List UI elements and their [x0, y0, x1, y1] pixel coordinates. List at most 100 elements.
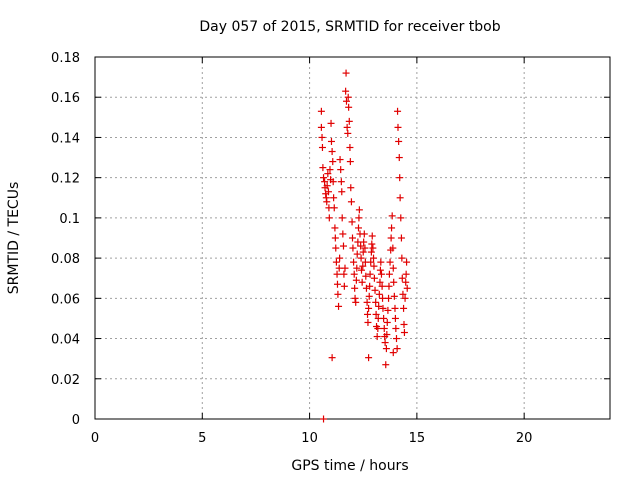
- data-point: [383, 318, 391, 326]
- data-points: [317, 69, 411, 423]
- data-point: [400, 304, 408, 312]
- data-point: [396, 174, 404, 182]
- data-point: [323, 198, 331, 206]
- data-point: [384, 306, 392, 314]
- data-point: [365, 354, 373, 362]
- data-point: [377, 270, 385, 278]
- data-point: [353, 250, 361, 258]
- data-point: [352, 276, 360, 284]
- data-point: [355, 206, 363, 214]
- data-point: [327, 119, 335, 127]
- data-point: [351, 294, 359, 302]
- data-point: [396, 194, 404, 202]
- data-point: [377, 258, 385, 266]
- data-point: [327, 137, 335, 145]
- data-point: [364, 318, 372, 326]
- data-point: [367, 258, 375, 266]
- data-point: [320, 174, 328, 182]
- data-point: [324, 188, 332, 196]
- data-point: [331, 234, 339, 242]
- data-point: [364, 310, 372, 318]
- data-point: [345, 103, 353, 111]
- data-point: [395, 154, 403, 162]
- grid: [95, 57, 610, 419]
- data-point: [388, 212, 396, 220]
- data-point: [359, 262, 367, 270]
- data-point: [387, 234, 395, 242]
- data-point: [323, 182, 331, 190]
- x-tick-label: 15: [409, 431, 426, 446]
- data-point: [339, 242, 347, 250]
- data-point: [402, 278, 410, 286]
- data-point: [385, 270, 393, 278]
- data-point: [342, 87, 350, 95]
- data-point: [317, 123, 325, 131]
- data-point: [328, 354, 336, 362]
- data-point: [393, 345, 401, 353]
- data-point: [401, 294, 409, 302]
- data-point: [369, 244, 377, 252]
- data-point: [390, 292, 398, 300]
- data-point: [382, 361, 390, 369]
- data-point: [375, 290, 383, 298]
- data-point: [349, 234, 356, 242]
- data-point: [342, 69, 350, 77]
- data-point: [397, 234, 405, 242]
- data-point: [366, 270, 374, 278]
- data-point: [402, 270, 410, 278]
- axis-ticks: 0 5 10 15 20 0 0.02 0.04 0.06 0.08 0.1 0.12 0.14 0.16…: [51, 51, 610, 446]
- data-point: [324, 170, 332, 178]
- data-point: [336, 156, 344, 164]
- data-point: [399, 290, 407, 298]
- y-tick-label: 0.08: [51, 252, 80, 267]
- data-point: [362, 272, 370, 280]
- y-tick-label: 0.18: [51, 51, 80, 66]
- data-point: [340, 270, 348, 278]
- y-axis-label: SRMTID / TECUs: [6, 182, 22, 295]
- data-point: [353, 264, 361, 272]
- data-point: [337, 178, 345, 186]
- data-point: [385, 294, 393, 302]
- data-point: [344, 93, 352, 101]
- data-point: [318, 144, 326, 151]
- data-point: [341, 264, 349, 272]
- data-point: [373, 333, 381, 341]
- data-point: [391, 314, 399, 322]
- y-tick-label: 0.1: [59, 212, 80, 227]
- data-point: [355, 224, 363, 232]
- data-point: [346, 144, 354, 151]
- data-point: [343, 123, 351, 131]
- x-tick-label: 20: [516, 431, 533, 446]
- y-tick-label: 0.14: [51, 131, 80, 146]
- data-point: [389, 264, 397, 272]
- data-point: [345, 117, 353, 125]
- y-tick-label: 0.06: [51, 292, 80, 307]
- data-point: [378, 282, 386, 290]
- data-point: [365, 292, 373, 300]
- data-point: [374, 325, 382, 332]
- data-point: [357, 242, 365, 250]
- data-point: [403, 284, 411, 292]
- x-tick-label: 0: [91, 431, 99, 446]
- data-point: [338, 188, 346, 196]
- data-point: [342, 97, 350, 105]
- data-point: [351, 284, 359, 292]
- data-point: [376, 278, 384, 286]
- data-point: [368, 240, 376, 248]
- data-point: [358, 266, 366, 274]
- y-tick-label: 0.16: [51, 91, 80, 106]
- data-point: [368, 232, 376, 240]
- data-point: [395, 137, 403, 145]
- y-tick-label: 0: [72, 413, 80, 428]
- data-point: [370, 262, 378, 270]
- data-point: [318, 133, 326, 141]
- data-point: [357, 254, 365, 262]
- data-point: [332, 244, 340, 252]
- data-point: [335, 302, 343, 310]
- data-point: [355, 214, 363, 222]
- data-point: [370, 274, 378, 282]
- data-point: [379, 294, 387, 302]
- data-point: [372, 310, 380, 318]
- data-point: [385, 282, 393, 290]
- data-point: [344, 129, 352, 137]
